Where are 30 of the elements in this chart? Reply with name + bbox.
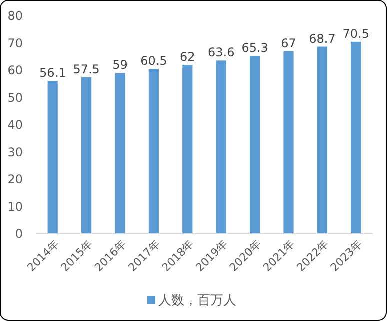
y-tick-label: 0 (15, 227, 23, 242)
y-tick-label: 80 (8, 9, 23, 24)
bar (48, 81, 58, 234)
data-label: 70.5 (342, 26, 370, 41)
bar (216, 60, 226, 234)
data-label: 68.7 (309, 32, 336, 46)
data-label: 57.5 (73, 62, 100, 76)
y-tick-label: 10 (8, 200, 23, 214)
data-label: 63.6 (208, 46, 235, 60)
bar (284, 51, 294, 234)
data-label: 67 (281, 36, 296, 50)
bar (115, 73, 126, 234)
bar (250, 56, 260, 234)
data-label: 65.3 (242, 41, 268, 56)
data-label: 60.5 (140, 54, 168, 68)
y-tick-label: 70 (8, 36, 23, 50)
bar (317, 46, 328, 234)
y-tick-label: 50 (8, 90, 23, 105)
y-tick-label: 30 (8, 145, 23, 160)
bar (351, 42, 362, 234)
data-label: 62 (180, 50, 196, 64)
y-tick-label: 20 (8, 172, 23, 187)
bar (81, 77, 92, 234)
bar (148, 69, 160, 234)
data-label: 56.1 (39, 66, 66, 80)
legend-label: 人数，百万人 (158, 294, 236, 309)
data-label: 59 (112, 58, 128, 72)
bar (182, 65, 193, 234)
y-tick-label: 60 (8, 64, 23, 78)
y-tick-label: 40 (8, 118, 23, 132)
